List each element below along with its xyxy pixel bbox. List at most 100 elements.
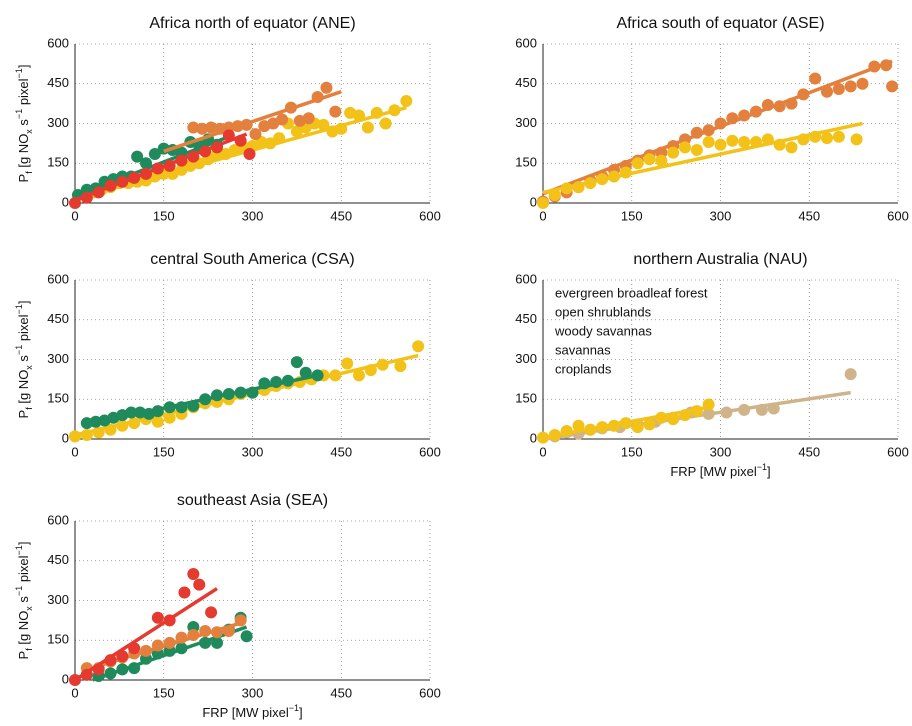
label-part: −1 <box>14 586 24 596</box>
x-tick-label: 600 <box>887 444 909 459</box>
label-part: P <box>16 174 31 183</box>
panel: Africa north of equator (ANE) 0 150 300 450 6… <box>14 15 440 223</box>
x-tick-label: 450 <box>798 444 820 459</box>
label-part: s <box>16 596 31 607</box>
label-part: f <box>24 407 34 410</box>
label-part: f <box>24 171 34 174</box>
y-tick-label: 150 <box>515 391 537 406</box>
x-tick-label: 450 <box>330 444 352 459</box>
fit-line <box>74 587 218 682</box>
point <box>240 630 253 643</box>
x-tick-label: 0 <box>71 208 78 223</box>
legend-entry: croplands <box>555 361 612 376</box>
point <box>187 568 200 580</box>
label-part: x <box>24 606 34 611</box>
point <box>276 113 289 126</box>
y-axis-label: Pf [g NOx s−1 pixel−1] <box>14 301 34 419</box>
point <box>844 80 857 93</box>
y-tick-label: 450 <box>515 75 537 90</box>
x-axis-label: FRP [MW pixel−1] <box>670 462 770 479</box>
point <box>379 117 392 130</box>
fit-line <box>542 121 863 195</box>
x-tick-label: 150 <box>621 208 643 223</box>
point <box>809 72 822 85</box>
point <box>353 369 365 382</box>
label-part: −1 <box>14 304 24 314</box>
panel-title: southeast Asia (SEA) <box>177 492 328 509</box>
point <box>361 121 374 134</box>
y-tick-label: 0 <box>530 430 537 445</box>
y-tick-label: 0 <box>530 194 537 209</box>
point <box>178 586 191 599</box>
y-tick-label: 600 <box>515 271 537 286</box>
x-axis-label: FRP [MW pixel−1] <box>202 703 302 720</box>
label-part: P <box>16 410 31 419</box>
point <box>205 606 218 619</box>
label-part: ] <box>16 542 31 546</box>
point <box>412 340 425 353</box>
point <box>631 421 644 434</box>
x-tick-label: 450 <box>330 208 352 223</box>
point <box>329 105 342 118</box>
fit-line <box>74 105 407 201</box>
point <box>537 197 549 209</box>
panel-title: Africa north of equator (ANE) <box>149 15 355 32</box>
y-tick-label: 600 <box>47 271 69 286</box>
point <box>821 132 833 145</box>
y-tick-label: 300 <box>515 115 537 130</box>
panel: central South America (CSA) 0 150 300 450 600… <box>14 251 440 459</box>
panel: Africa south of equator (ASE) 0 150 300 450 6… <box>515 15 909 223</box>
panel-title: Africa south of equator (ASE) <box>616 15 824 32</box>
x-tick-label: 300 <box>710 208 732 223</box>
y-tick-label: 300 <box>47 351 69 366</box>
point <box>341 357 354 370</box>
point <box>655 154 668 167</box>
point <box>400 94 413 107</box>
x-tick-label: 0 <box>71 444 78 459</box>
point <box>738 136 751 149</box>
label-part: pixel <box>16 555 31 585</box>
x-tick-label: 300 <box>242 208 264 223</box>
point <box>151 415 164 428</box>
x-tick-label: 300 <box>242 444 264 459</box>
panel: southeast Asia (SEA) 0 150 300 450 600 0 150 300… <box>14 492 440 720</box>
y-tick-label: 600 <box>47 512 69 527</box>
point <box>844 368 857 381</box>
label-part: −1 <box>14 545 24 555</box>
point <box>320 81 333 94</box>
point <box>714 138 727 151</box>
y-axis-label: Pf [g NOx s−1 pixel−1] <box>14 542 34 660</box>
y-tick-label: 450 <box>47 311 69 326</box>
label-part: x <box>24 129 34 134</box>
point <box>302 112 315 125</box>
label-part: [g NO <box>16 134 31 172</box>
fit-line <box>542 59 893 196</box>
point <box>187 121 200 134</box>
y-tick-label: 0 <box>62 194 69 209</box>
label-part: s <box>16 355 31 366</box>
point <box>785 141 798 154</box>
panel: northern Australia (NAU) 0 150 300 450 600 0 15… <box>515 251 909 479</box>
y-tick-label: 450 <box>47 552 69 567</box>
y-tick-label: 0 <box>62 671 69 686</box>
label-part: P <box>16 651 31 660</box>
fit-line <box>86 373 318 427</box>
point <box>667 146 680 159</box>
label-part: pixel <box>16 78 31 108</box>
point <box>196 122 209 135</box>
label-part: −1 <box>14 68 24 78</box>
point <box>886 80 899 93</box>
label-part: FRP [MW pixel <box>670 464 757 479</box>
point <box>832 83 845 96</box>
y-tick-label: 600 <box>515 35 537 50</box>
point <box>151 611 164 624</box>
legend-entry: evergreen broadleaf forest <box>555 285 708 300</box>
label-part: −1 <box>757 462 767 472</box>
point <box>726 134 739 147</box>
y-axis-label: Pf [g NOx s−1 pixel−1] <box>14 65 34 183</box>
panel-title: northern Australia (NAU) <box>633 251 807 268</box>
point <box>679 141 691 154</box>
point <box>193 578 206 591</box>
fit-line <box>74 132 248 202</box>
